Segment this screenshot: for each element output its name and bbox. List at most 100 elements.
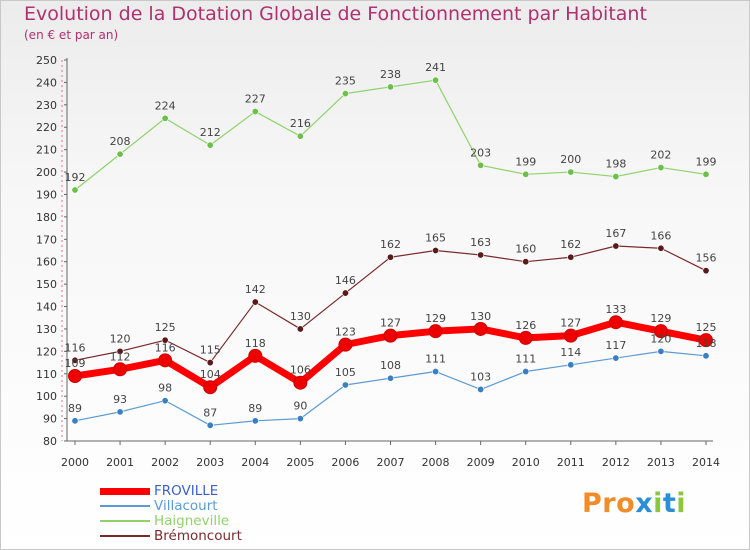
y-tick-label: 130 <box>36 323 57 336</box>
data-point-bremoncourt <box>657 244 665 252</box>
y-tick-label: 110 <box>36 368 57 381</box>
data-label-villacourt: 105 <box>335 366 356 379</box>
data-point-bremoncourt <box>702 267 710 275</box>
y-tick-label: 240 <box>36 76 57 89</box>
data-point-haigneville <box>251 108 259 116</box>
data-point-bremoncourt <box>161 336 169 344</box>
x-tick-label: 2010 <box>512 456 540 469</box>
data-label-bremoncourt: 130 <box>290 310 311 323</box>
data-point-villacourt <box>657 347 665 355</box>
data-point-froville <box>383 328 398 343</box>
data-label-bremoncourt: 125 <box>155 321 176 334</box>
data-labels: 192 208 224 212 227 216 235 238 241 203 199 200 198 2… <box>65 61 717 419</box>
y-tick-label: 140 <box>36 301 57 314</box>
data-point-haigneville <box>567 168 575 176</box>
data-point-froville <box>248 348 263 363</box>
x-tick-label: 2011 <box>557 456 585 469</box>
data-point-bremoncourt <box>71 356 79 364</box>
data-label-haigneville: 203 <box>470 146 491 159</box>
data-label-bremoncourt: 156 <box>696 252 717 265</box>
data-point-bremoncourt <box>612 242 620 250</box>
series-line-haigneville <box>74 79 707 191</box>
data-point-froville <box>68 369 82 384</box>
data-label-froville: 118 <box>245 337 266 350</box>
x-tick-label: 2003 <box>196 456 224 469</box>
data-label-villacourt: 111 <box>425 353 446 366</box>
data-point-villacourt <box>161 397 169 405</box>
data-point-villacourt <box>341 381 349 389</box>
data-label-villacourt: 89 <box>248 402 262 415</box>
data-point-villacourt <box>612 354 620 362</box>
data-label-froville: 129 <box>650 312 671 325</box>
data-label-haigneville: 227 <box>245 93 266 106</box>
y-tick-label: 230 <box>36 99 57 112</box>
data-point-haigneville <box>206 141 214 149</box>
data-point-froville <box>158 353 173 368</box>
data-label-bremoncourt: 115 <box>200 344 221 357</box>
data-label-froville: 123 <box>335 326 356 339</box>
y-tick-label: 160 <box>36 256 57 269</box>
data-label-froville: 127 <box>380 317 401 330</box>
data-point-bremoncourt <box>432 247 440 255</box>
data-point-bremoncourt <box>386 253 394 261</box>
x-tick-label: 2009 <box>467 456 495 469</box>
x-tick-label: 2001 <box>106 456 134 469</box>
data-point-froville <box>203 380 218 395</box>
data-point-haigneville <box>296 132 304 140</box>
data-point-froville <box>293 375 308 390</box>
logo-letter: P <box>582 488 603 519</box>
data-label-froville: 129 <box>425 312 446 325</box>
y-tick-label: 100 <box>36 390 57 403</box>
data-point-villacourt <box>296 415 304 423</box>
data-label-froville: 130 <box>470 310 491 323</box>
data-point-villacourt <box>432 368 440 376</box>
y-tick-label: 210 <box>36 144 57 157</box>
legend-label: Villacourt <box>154 498 218 514</box>
data-point-villacourt <box>386 374 394 382</box>
data-label-haigneville: 199 <box>515 155 536 168</box>
x-tick-label: 2012 <box>602 456 630 469</box>
data-label-bremoncourt: 166 <box>650 229 671 242</box>
data-point-villacourt <box>477 385 485 393</box>
data-label-froville: 112 <box>110 350 131 363</box>
data-label-bremoncourt: 146 <box>335 274 356 287</box>
data-label-haigneville: 224 <box>155 99 176 112</box>
data-point-haigneville <box>116 150 124 158</box>
data-point-villacourt <box>116 408 124 416</box>
data-label-haigneville: 198 <box>605 158 626 171</box>
data-label-villacourt: 103 <box>470 370 491 383</box>
x-tick-label: 2014 <box>692 456 720 469</box>
data-point-haigneville <box>161 114 169 122</box>
data-point-haigneville <box>477 161 485 169</box>
y-tick-label: 220 <box>36 121 57 134</box>
data-point-haigneville <box>341 90 349 98</box>
data-point-haigneville <box>612 173 620 181</box>
axes: 8090100110120130140150160170180190200210… <box>36 54 720 469</box>
data-label-haigneville: 235 <box>335 75 356 88</box>
x-tick-label: 2002 <box>151 456 179 469</box>
data-point-bremoncourt <box>206 359 214 367</box>
data-point-froville <box>653 324 668 339</box>
data-point-haigneville <box>386 83 394 91</box>
logo-letter: i <box>676 488 687 519</box>
y-tick-label: 190 <box>36 188 57 201</box>
data-label-froville: 109 <box>65 357 86 370</box>
data-label-bremoncourt: 167 <box>605 227 626 240</box>
data-label-villacourt: 89 <box>68 402 82 415</box>
y-tick-label: 80 <box>43 435 57 448</box>
data-label-villacourt: 117 <box>605 339 626 352</box>
data-label-villacourt: 111 <box>515 353 536 366</box>
data-point-froville <box>518 330 533 345</box>
x-tick-label: 2005 <box>286 456 314 469</box>
data-label-villacourt: 118 <box>696 337 717 350</box>
y-tick-label: 170 <box>36 233 57 246</box>
legend-swatch <box>100 487 150 495</box>
data-label-bremoncourt: 163 <box>470 236 491 249</box>
data-label-villacourt: 90 <box>293 400 307 413</box>
data-label-haigneville: 208 <box>110 135 131 148</box>
data-point-bremoncourt <box>116 347 124 355</box>
x-tick-label: 2000 <box>61 456 89 469</box>
logo-letter: i <box>653 488 663 519</box>
logo-letter: r <box>602 488 617 519</box>
data-label-haigneville: 200 <box>560 153 581 166</box>
